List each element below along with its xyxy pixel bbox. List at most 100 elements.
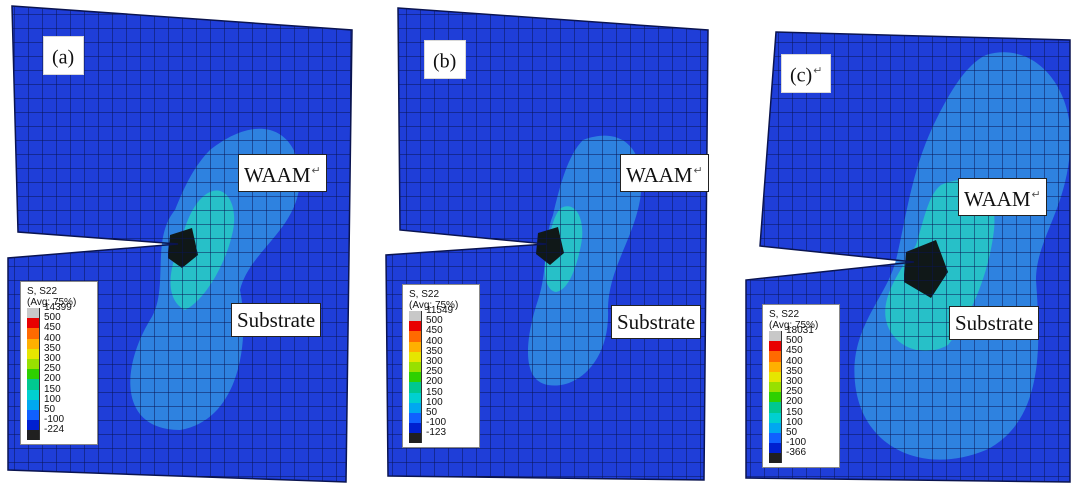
legend-value: -100 <box>426 417 447 429</box>
legend-c: S, S22 (Avg: 75%) 18031 500 450 400 350 300 25… <box>762 304 840 469</box>
legend-value: 50 <box>786 426 798 438</box>
legend-row: 150 <box>27 384 91 400</box>
waam-label-b: WAAM↵ <box>620 154 709 192</box>
legend-value: 150 <box>426 386 443 398</box>
legend-swatch <box>27 369 40 380</box>
legend-value: -100 <box>786 437 807 449</box>
legend-row: -100 <box>27 415 91 431</box>
legend-row: 18031 <box>769 326 833 342</box>
legend-row: -224 <box>27 425 91 441</box>
legend-swatch <box>27 358 40 370</box>
legend-value: 150 <box>786 406 803 418</box>
legend-row: 500 <box>27 313 91 329</box>
legend-swatch <box>27 389 40 400</box>
legend-row: 100 <box>409 397 473 413</box>
legend-swatch <box>409 372 422 383</box>
legend-swatch <box>409 382 422 393</box>
legend-swatch <box>769 422 782 433</box>
substrate-label-b: Substrate <box>611 305 702 339</box>
legend-value: 450 <box>44 322 61 334</box>
legend-value: 250 <box>44 363 61 375</box>
legend-row: 300 <box>409 357 473 373</box>
legend-value: 250 <box>786 386 803 398</box>
waam-label-c: WAAM↵ <box>958 178 1047 216</box>
legend-row: 200 <box>27 374 91 390</box>
legend-value: 200 <box>786 396 803 408</box>
legend-value: 300 <box>786 376 803 388</box>
legend-swatch <box>27 379 40 390</box>
legend-value: 100 <box>426 396 443 408</box>
legend-swatch <box>409 402 422 413</box>
legend-value: 500 <box>44 312 61 324</box>
legend-row: 200 <box>769 397 833 413</box>
legend-value: 500 <box>786 335 803 347</box>
legend-swatch <box>769 371 782 382</box>
legend-swatch <box>409 412 422 424</box>
panel-tag-a: (a) <box>43 36 85 75</box>
legend-swatch <box>769 331 782 342</box>
legend-value: 500 <box>426 315 443 327</box>
legend-row: 250 <box>27 364 91 380</box>
legend-row: 300 <box>769 377 833 393</box>
legend-swatch <box>27 399 40 410</box>
panel-b: (b) WAAM↵ Substrate S, S22 (Avg: 75%) 11… <box>378 0 718 485</box>
legend-swatch <box>769 412 782 423</box>
legend-row: 250 <box>409 367 473 383</box>
legend-swatch <box>769 381 782 393</box>
legend-value: 50 <box>44 403 56 415</box>
legend-swatch <box>769 392 782 403</box>
legend-title: S, S22 <box>409 289 440 300</box>
waam-label-a: WAAM↵ <box>238 154 327 192</box>
legend-swatch <box>769 432 782 444</box>
legend-value: 400 <box>786 355 803 367</box>
legend-swatch <box>409 423 422 434</box>
legend-row: -100 <box>769 438 833 454</box>
legend-row: 50 <box>769 427 833 444</box>
legend-row: 300 <box>27 354 91 370</box>
legend-row: 50 <box>409 407 473 424</box>
legend-a: S, S22 (Avg: 75%) 14399 500 450 400 350 300 25… <box>20 281 98 446</box>
legend-swatch <box>409 321 422 332</box>
legend-row: 400 <box>409 336 473 352</box>
legend-value: -100 <box>44 414 65 426</box>
legend-row: -366 <box>769 448 833 464</box>
legend-swatch <box>27 328 40 339</box>
legend-row: 350 <box>769 366 833 382</box>
legend-swatch <box>409 311 422 322</box>
legend-row: 150 <box>409 387 473 403</box>
panel-c: (c)↵ WAAM↵ Substrate S, S22 (Avg: 75%) 1… <box>736 0 1078 485</box>
legend-title: S, S22 <box>769 309 800 320</box>
legend-swatch <box>27 430 40 441</box>
legend-value: 350 <box>786 365 803 377</box>
panel-tag-b: (b) <box>424 40 467 79</box>
legend-value: 14399 <box>44 302 72 314</box>
legend-row: 50 <box>27 404 91 421</box>
legend-row: 250 <box>769 387 833 403</box>
legend-value: 400 <box>426 335 443 347</box>
legend-swatch <box>27 318 40 329</box>
legend-avg: (Avg: 75%) <box>769 320 819 331</box>
legend-swatch <box>769 443 782 454</box>
legend-swatch <box>409 361 422 373</box>
legend-value: 300 <box>426 356 443 368</box>
legend-row: 11549 <box>409 306 473 322</box>
legend-title: S, S22 <box>27 286 58 297</box>
legend-swatch <box>27 338 40 349</box>
panel-tag-c: (c)↵ <box>781 54 832 93</box>
legend-value: 50 <box>426 406 438 418</box>
legend-row: 200 <box>409 377 473 393</box>
legend-value: 150 <box>44 383 61 395</box>
legend-row: -100 <box>409 418 473 434</box>
legend-value: 350 <box>426 345 443 357</box>
legend-avg: (Avg: 75%) <box>27 297 77 308</box>
legend-value: 200 <box>426 376 443 388</box>
legend-value: 100 <box>44 393 61 405</box>
legend-value: 300 <box>44 353 61 365</box>
legend-row: 400 <box>27 333 91 349</box>
legend-value: 400 <box>44 332 61 344</box>
substrate-label-c: Substrate <box>949 306 1040 340</box>
legend-value: -366 <box>786 447 807 459</box>
legend-row: 500 <box>409 316 473 332</box>
legend-value: 18031 <box>786 325 814 337</box>
legend-swatch <box>27 409 40 421</box>
